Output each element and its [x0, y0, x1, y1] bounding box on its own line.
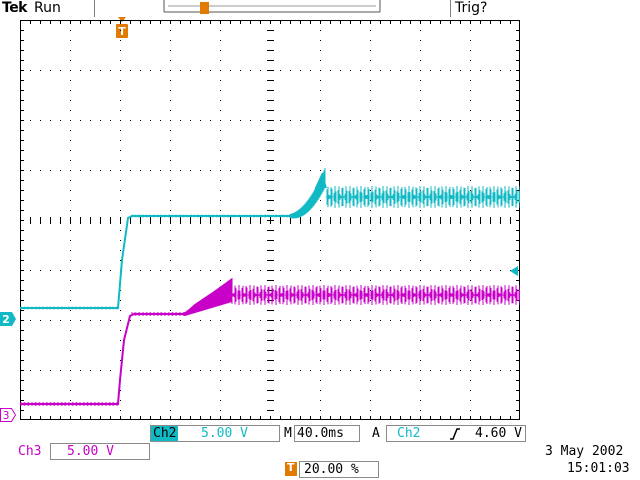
ch3-waveform — [20, 278, 520, 406]
graticule — [20, 20, 520, 420]
trigger-level: 4.60 V — [475, 426, 522, 441]
record-trigger-icon — [200, 2, 209, 14]
svg-text:T: T — [118, 25, 126, 38]
rising-edge-icon — [450, 428, 460, 440]
timebase-label: M — [284, 426, 292, 441]
header-divider — [94, 0, 95, 17]
trigger-position-readout[interactable]: 20.00 % — [299, 461, 379, 478]
trigger-position-marker[interactable]: T — [116, 17, 128, 43]
trigger-marker-icon: T — [116, 17, 128, 38]
ch3-label: Ch3 — [18, 444, 42, 459]
ch3-ground-marker[interactable]: 3 — [0, 407, 17, 422]
header-divider — [450, 0, 451, 17]
waveform-display[interactable] — [20, 20, 520, 420]
svg-text:3: 3 — [3, 409, 10, 422]
ch2-scale-value: 5.00 V — [201, 426, 248, 441]
ch3-scale-readout[interactable]: 5.00 V — [50, 443, 150, 460]
trigger-readout[interactable]: Ch2 4.60 V — [386, 425, 526, 442]
time-readout: 15:01:03 — [567, 461, 630, 476]
record-window-indicator — [163, 0, 381, 14]
svg-text:2: 2 — [2, 313, 10, 326]
ch2-waveform — [20, 168, 520, 310]
brand-logo: Tek — [2, 0, 28, 16]
trigger-level-icon[interactable] — [510, 266, 520, 276]
trigger-position-icon: T — [285, 461, 297, 476]
ch2-label: Ch2 — [151, 426, 179, 441]
trigger-mode: A — [372, 426, 380, 441]
acquisition-status: Run — [34, 0, 61, 16]
ch2-scale-readout[interactable]: Ch2 5.00 V — [150, 425, 280, 442]
trigger-source: Ch2 — [397, 426, 421, 441]
date-readout: 3 May 2002 — [545, 444, 624, 459]
ch2-ground-marker[interactable]: 2 — [0, 311, 16, 326]
timebase-readout[interactable]: 40.0ms — [294, 425, 360, 442]
trigger-status: Trig? — [455, 0, 488, 16]
